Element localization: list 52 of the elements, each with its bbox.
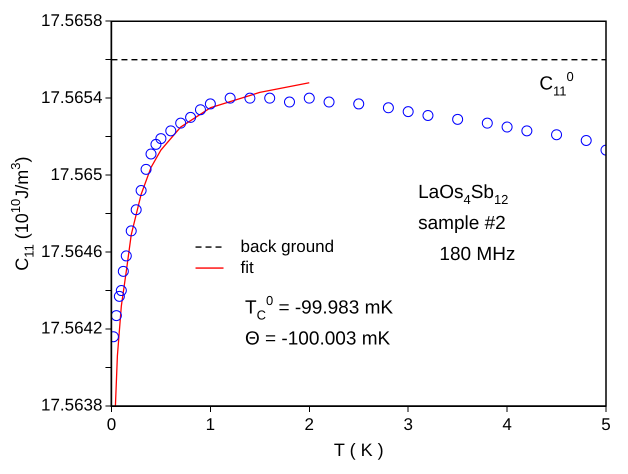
point xyxy=(452,114,464,125)
y-tick-label: 17.5646 xyxy=(41,242,102,261)
annotation: sample #2 xyxy=(418,212,506,234)
point xyxy=(118,266,129,277)
point xyxy=(111,310,122,322)
point xyxy=(155,133,166,144)
point xyxy=(114,290,125,302)
point xyxy=(116,285,127,296)
point xyxy=(482,118,493,129)
annotation: Θ = -100.003 mK xyxy=(244,328,391,350)
point xyxy=(324,96,335,108)
legend-label: fit xyxy=(240,258,254,278)
legend-label: back ground xyxy=(240,237,334,256)
y-tick-label: 17.5642 xyxy=(41,318,102,338)
y-tick-label: 17.5638 xyxy=(41,396,102,415)
point xyxy=(402,106,414,118)
point xyxy=(146,148,157,160)
point xyxy=(194,104,206,116)
point xyxy=(126,225,137,236)
point xyxy=(353,98,364,110)
point xyxy=(140,164,152,175)
y-tick-label: 17.565 xyxy=(50,164,102,184)
x-tick-label: 2 xyxy=(304,414,314,434)
x-tick-label: 5 xyxy=(601,414,611,434)
x-tick-label: 1 xyxy=(206,414,216,434)
point xyxy=(244,92,256,104)
annotation: 180 MHz xyxy=(439,244,516,265)
point xyxy=(502,122,513,133)
point xyxy=(284,96,295,108)
point xyxy=(382,102,394,114)
y-tick-label: 17.5654 xyxy=(41,88,102,107)
point xyxy=(120,250,132,262)
point xyxy=(185,112,196,123)
point xyxy=(150,138,162,150)
point xyxy=(580,134,592,146)
point xyxy=(165,125,176,136)
point xyxy=(304,92,315,104)
point xyxy=(551,129,562,140)
point xyxy=(175,118,186,129)
y-axis-title: C11 (1010J/m3) xyxy=(8,156,36,271)
point xyxy=(204,98,216,110)
y-tick-label: 17.5658 xyxy=(41,10,102,30)
point xyxy=(130,204,142,216)
point xyxy=(224,92,236,104)
x-tick-label: 3 xyxy=(403,414,413,434)
point xyxy=(264,92,276,104)
x-tick-label: 4 xyxy=(502,414,512,434)
point xyxy=(521,125,532,136)
x-axis-title: T ( K ) xyxy=(334,440,384,460)
x-tick-label: 0 xyxy=(106,414,116,434)
point xyxy=(422,110,434,121)
point xyxy=(136,185,147,196)
